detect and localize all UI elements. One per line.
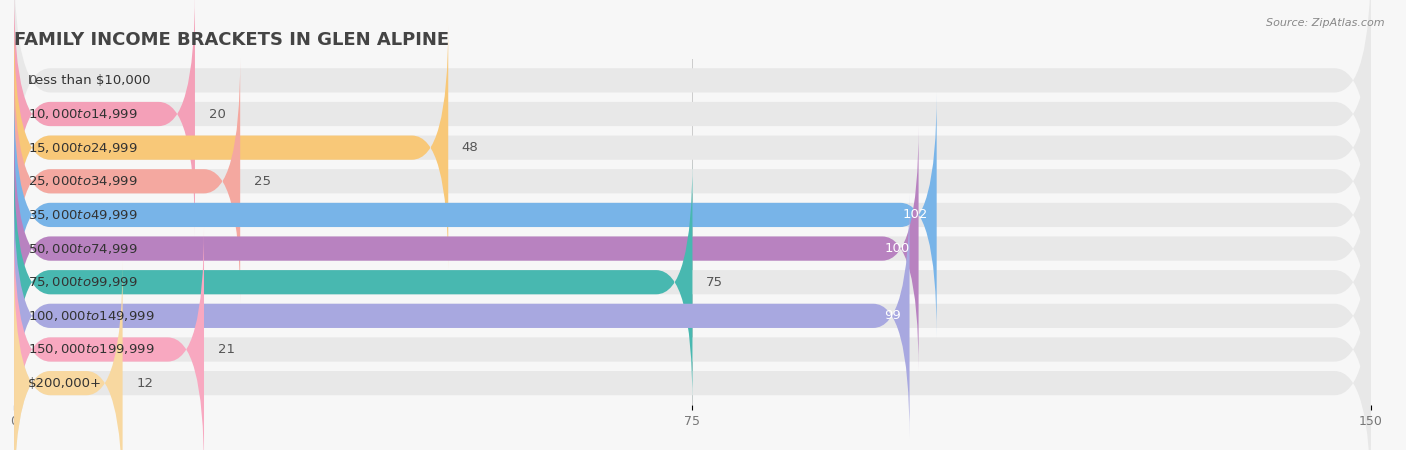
FancyBboxPatch shape	[14, 0, 195, 236]
Text: $150,000 to $199,999: $150,000 to $199,999	[28, 342, 155, 356]
Text: 0: 0	[28, 74, 37, 87]
FancyBboxPatch shape	[14, 0, 1371, 203]
Text: 12: 12	[136, 377, 153, 390]
FancyBboxPatch shape	[14, 93, 1371, 338]
FancyBboxPatch shape	[14, 194, 1371, 438]
FancyBboxPatch shape	[14, 126, 1371, 371]
Text: 75: 75	[706, 276, 723, 289]
FancyBboxPatch shape	[14, 261, 122, 450]
Text: Source: ZipAtlas.com: Source: ZipAtlas.com	[1267, 18, 1385, 28]
Text: $35,000 to $49,999: $35,000 to $49,999	[28, 208, 138, 222]
FancyBboxPatch shape	[14, 227, 204, 450]
FancyBboxPatch shape	[14, 93, 936, 338]
FancyBboxPatch shape	[14, 160, 692, 405]
Text: 100: 100	[884, 242, 910, 255]
FancyBboxPatch shape	[14, 59, 240, 304]
FancyBboxPatch shape	[14, 0, 1371, 236]
Text: $100,000 to $149,999: $100,000 to $149,999	[28, 309, 155, 323]
Text: $75,000 to $99,999: $75,000 to $99,999	[28, 275, 138, 289]
FancyBboxPatch shape	[14, 25, 449, 270]
Text: $10,000 to $14,999: $10,000 to $14,999	[28, 107, 138, 121]
FancyBboxPatch shape	[14, 194, 910, 438]
FancyBboxPatch shape	[14, 126, 918, 371]
FancyBboxPatch shape	[14, 25, 1371, 270]
Text: $200,000+: $200,000+	[28, 377, 101, 390]
Text: Less than $10,000: Less than $10,000	[28, 74, 150, 87]
Text: $15,000 to $24,999: $15,000 to $24,999	[28, 141, 138, 155]
Text: 25: 25	[253, 175, 271, 188]
Text: 20: 20	[208, 108, 225, 121]
Text: FAMILY INCOME BRACKETS IN GLEN ALPINE: FAMILY INCOME BRACKETS IN GLEN ALPINE	[14, 31, 449, 49]
Text: 21: 21	[218, 343, 235, 356]
Text: 99: 99	[884, 309, 900, 322]
Text: $50,000 to $74,999: $50,000 to $74,999	[28, 242, 138, 256]
Text: 48: 48	[461, 141, 478, 154]
FancyBboxPatch shape	[14, 160, 1371, 405]
FancyBboxPatch shape	[14, 261, 1371, 450]
FancyBboxPatch shape	[14, 227, 1371, 450]
FancyBboxPatch shape	[14, 59, 1371, 304]
Text: 102: 102	[903, 208, 928, 221]
Text: $25,000 to $34,999: $25,000 to $34,999	[28, 174, 138, 188]
